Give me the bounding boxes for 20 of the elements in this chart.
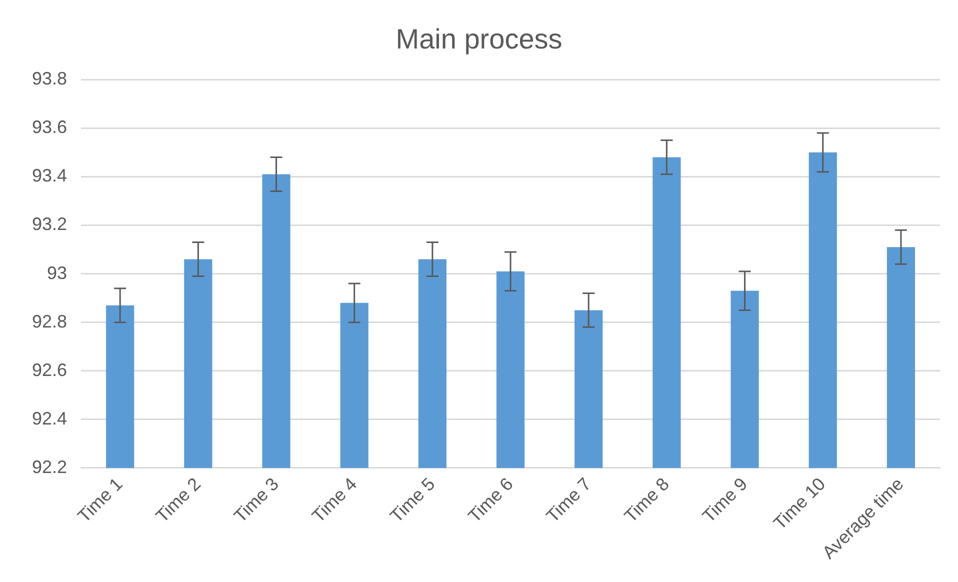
x-tick-label: Time 8 [620, 474, 674, 526]
y-tick-label: 92.8 [32, 311, 68, 332]
y-tick-label: 92.4 [32, 408, 68, 428]
x-tick-label: Time 6 [464, 474, 517, 526]
y-tick-label: 92.2 [32, 456, 68, 477]
x-tick-label: Time 7 [542, 474, 595, 526]
x-tick-label: Time 3 [230, 474, 283, 526]
x-tick-label: Time 9 [698, 474, 752, 526]
x-tick-label: Time 2 [152, 474, 205, 526]
x-tick-label: Time 5 [386, 474, 439, 526]
y-tick-label: 93.4 [32, 166, 68, 186]
chart-title: Main process [396, 24, 562, 55]
y-tick-label: 93.6 [32, 117, 68, 138]
y-tick-label: 93.2 [32, 214, 68, 234]
y-tick-label: 93 [47, 262, 68, 283]
x-tick-label: Time 1 [74, 474, 126, 526]
x-tick-label: Time 4 [308, 474, 361, 526]
y-tick-label: 92.6 [32, 360, 68, 380]
x-tick-label: Time 10 [770, 474, 830, 534]
y-tick-label: 93.8 [32, 68, 68, 89]
